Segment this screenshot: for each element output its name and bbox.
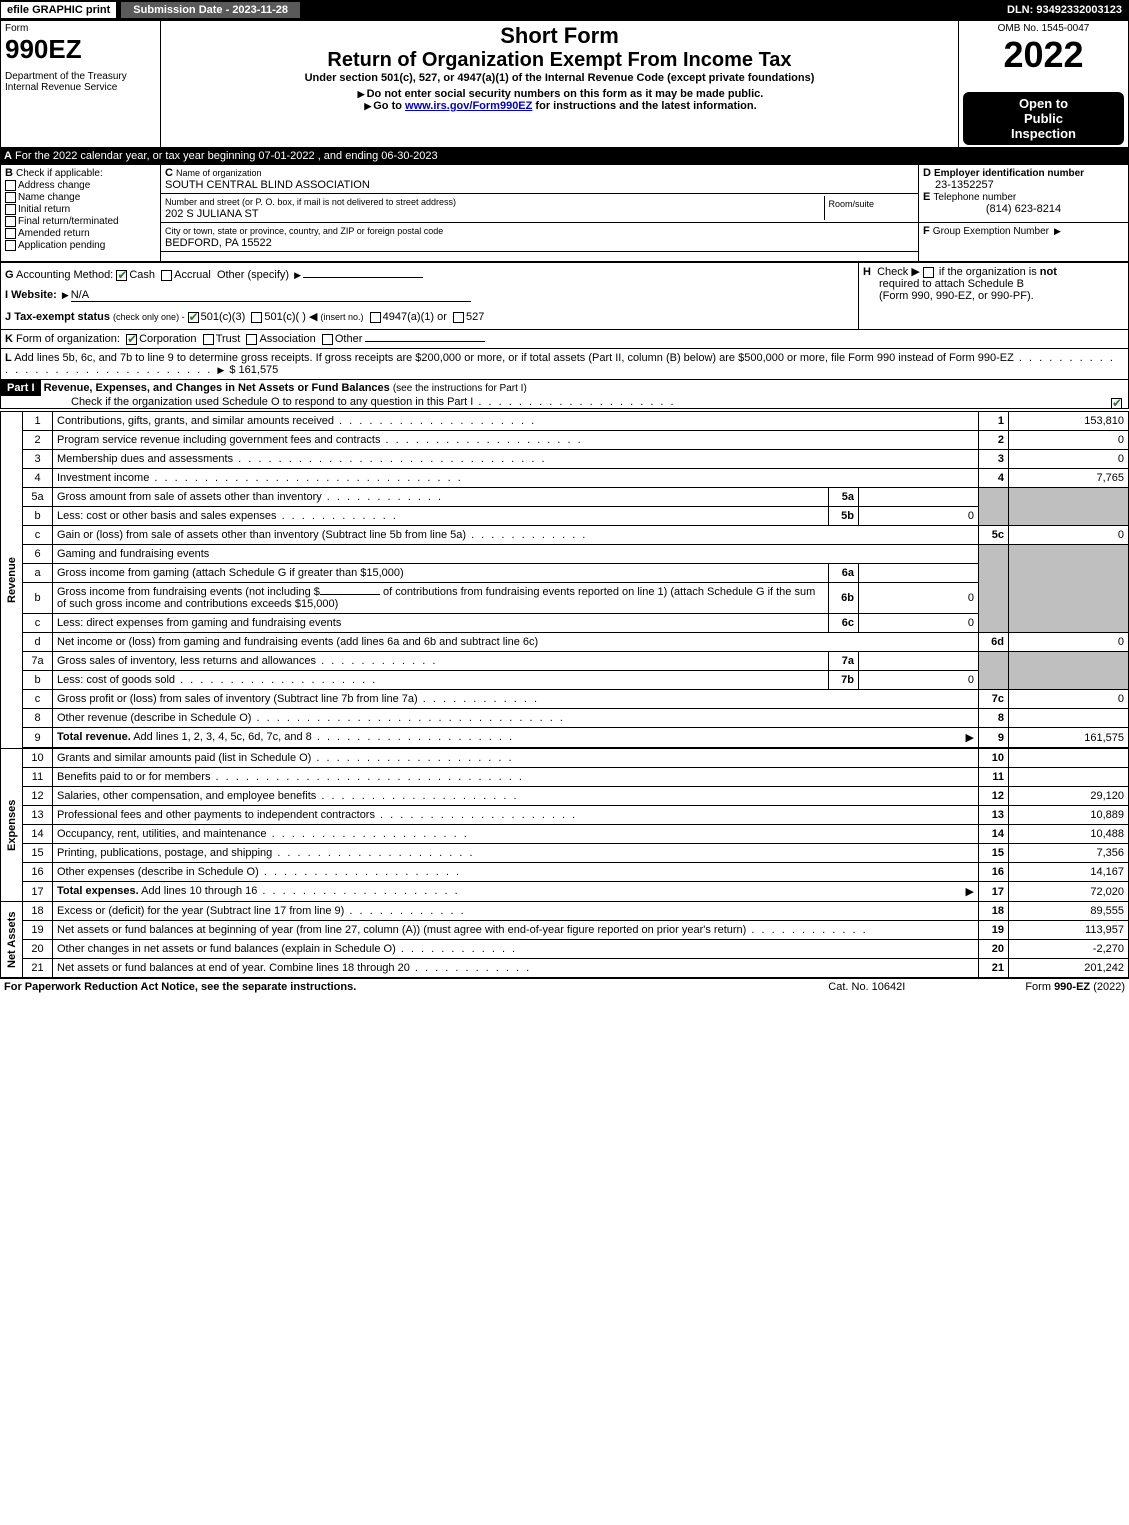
open-line3: Inspection <box>967 126 1120 141</box>
checkbox-h[interactable] <box>923 267 934 278</box>
efile-label: efile GRAPHIC print <box>1 2 116 18</box>
open-line1: Open to <box>967 96 1120 111</box>
website: N/A <box>71 289 471 302</box>
6b-amount-input[interactable] <box>320 594 380 595</box>
open-to-public: Open to Public Inspection <box>963 92 1124 145</box>
arrow-icon <box>1052 225 1063 237</box>
expenses-label: Expenses <box>1 749 23 902</box>
checkbox-initial-return[interactable] <box>5 204 16 215</box>
footer-cat: Cat. No. 10642I <box>828 981 905 993</box>
checkbox-name-change[interactable] <box>5 192 16 203</box>
checkbox-501c3[interactable] <box>188 312 199 323</box>
omb: OMB No. 1545-0047 <box>963 23 1124 34</box>
telephone: (814) 623-8214 <box>923 203 1124 215</box>
goto-pre: Go to <box>373 100 405 112</box>
entity-block: B Check if applicable: Address change Na… <box>0 164 1129 262</box>
form-header: Form 990EZ Department of the Treasury In… <box>0 20 1129 148</box>
arrow-icon <box>362 100 373 112</box>
checkbox-cash[interactable] <box>116 270 127 281</box>
checkbox-corporation[interactable] <box>126 334 137 345</box>
ein: 23-1352257 <box>923 179 1124 191</box>
checkbox-other-org[interactable] <box>322 334 333 345</box>
dept-irs: Internal Revenue Service <box>5 82 156 93</box>
ghij-block: G Accounting Method: Cash Accrual Other … <box>0 262 1129 330</box>
goto-post: for instructions and the latest informat… <box>532 100 756 112</box>
footer-left: For Paperwork Reduction Act Notice, see … <box>4 981 356 993</box>
b-title: Check if applicable: <box>16 168 103 179</box>
submission-date: Submission Date - 2023-11-28 <box>120 1 301 19</box>
title-return: Return of Organization Exempt From Incom… <box>165 49 954 72</box>
city: BEDFORD, PA 15522 <box>165 237 272 249</box>
subtitle: Under section 501(c), 527, or 4947(a)(1)… <box>165 72 954 84</box>
note-ssn: Do not enter social security numbers on … <box>367 88 764 100</box>
arrow-icon <box>292 269 303 281</box>
line-a: A For the 2022 calendar year, or tax yea… <box>0 148 1129 164</box>
checkbox-amended-return[interactable] <box>5 228 16 239</box>
f-label: Group Exemption Number <box>933 226 1049 237</box>
street: 202 S JULIANA ST <box>165 208 259 220</box>
checkbox-address-change[interactable] <box>5 180 16 191</box>
checkbox-trust[interactable] <box>203 334 214 345</box>
title-short: Short Form <box>165 23 954 49</box>
c-name-label: Name of organization <box>176 168 262 178</box>
checkbox-final-return[interactable] <box>5 216 16 227</box>
checkbox-application-pending[interactable] <box>5 240 16 251</box>
top-bar: efile GRAPHIC print Submission Date - 20… <box>0 0 1129 20</box>
open-line2: Public <box>967 111 1120 126</box>
line-l: L Add lines 5b, 6c, and 7b to line 9 to … <box>0 349 1129 380</box>
c-street-label: Number and street (or P. O. box, if mail… <box>165 197 456 207</box>
netassets-label: Net Assets <box>1 902 23 978</box>
checkbox-accrual[interactable] <box>161 270 172 281</box>
checkbox-4947[interactable] <box>370 312 381 323</box>
form-label: Form <box>5 23 156 34</box>
line-k: K Form of organization: Corporation Trus… <box>0 330 1129 349</box>
other-specify-input[interactable] <box>303 277 423 278</box>
checkbox-association[interactable] <box>246 334 257 345</box>
c-city-label: City or town, state or province, country… <box>165 226 443 236</box>
line-1-value: 153,810 <box>1009 412 1129 431</box>
gross-receipts: $ 161,575 <box>229 364 278 376</box>
g-label: Accounting Method: <box>16 269 113 281</box>
part-i-table: Revenue 1 Contributions, gifts, grants, … <box>0 411 1129 978</box>
dept-treasury: Department of the Treasury <box>5 71 156 82</box>
dln: DLN: 93492332003123 <box>1001 2 1128 18</box>
e-label: Telephone number <box>933 192 1016 203</box>
room-label: Room/suite <box>829 199 875 209</box>
d-label: Employer identification number <box>934 168 1084 179</box>
footer: For Paperwork Reduction Act Notice, see … <box>0 978 1129 995</box>
org-name: SOUTH CENTRAL BLIND ASSOCIATION <box>165 179 370 191</box>
checkbox-schedule-o[interactable] <box>1111 398 1122 409</box>
arrow-icon <box>215 364 226 376</box>
other-org-input[interactable] <box>365 341 485 342</box>
revenue-label: Revenue <box>1 412 23 749</box>
checkbox-501c[interactable] <box>251 312 262 323</box>
form-number: 990EZ <box>5 34 156 65</box>
tax-year: 2022 <box>963 34 1124 76</box>
arrow-icon <box>356 88 367 100</box>
irs-link[interactable]: www.irs.gov/Form990EZ <box>405 100 532 112</box>
checkbox-527[interactable] <box>453 312 464 323</box>
part-i-header: Part I Revenue, Expenses, and Changes in… <box>0 380 1129 409</box>
arrow-icon <box>60 289 71 301</box>
